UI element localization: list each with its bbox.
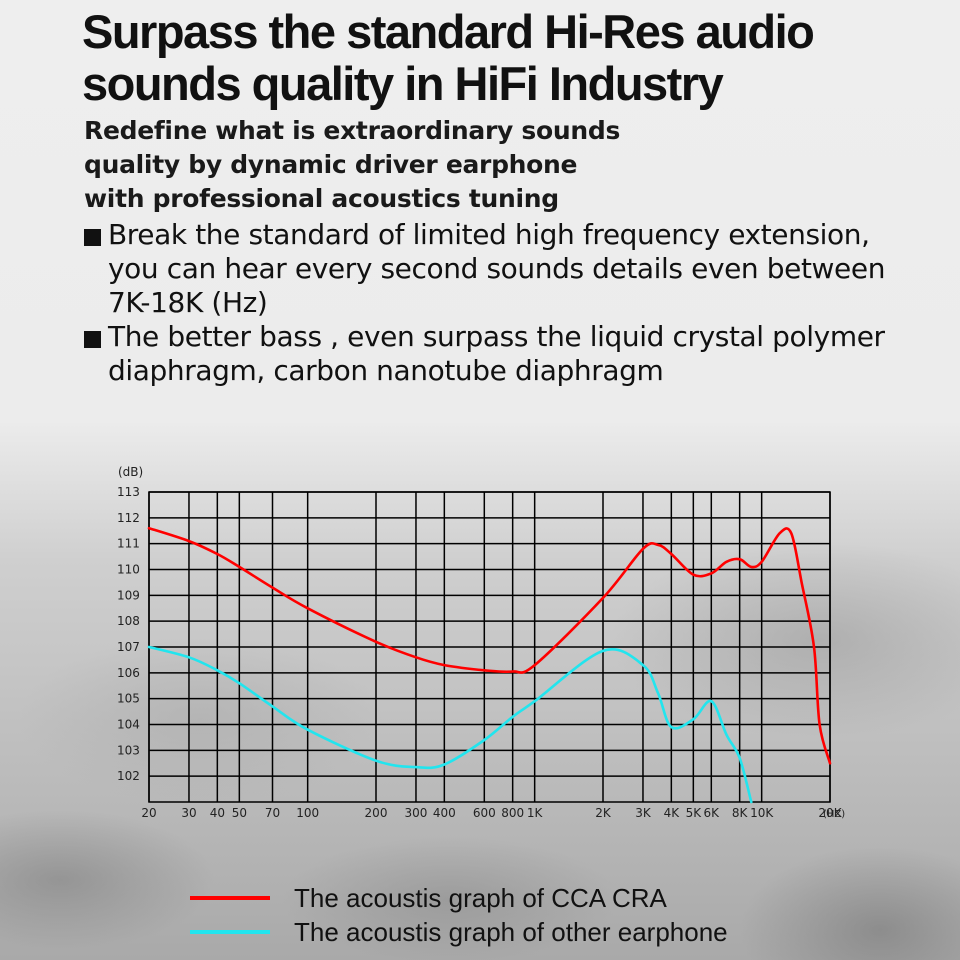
svg-text:200: 200 bbox=[365, 806, 388, 820]
subtitle-line-1: Redefine what is extraordinary sounds bbox=[84, 116, 621, 145]
y-axis-ticks: 113 112 111 110 109 108 107 106 105 104 103 102 bbox=[117, 485, 140, 783]
svg-text:103: 103 bbox=[117, 743, 140, 757]
x-axis-ticks: 20 30 40 50 70 100 200 300 400 600 800 1K 2K 3K 4K 5K 6K… bbox=[141, 806, 842, 820]
svg-text:102: 102 bbox=[117, 769, 140, 783]
svg-text:106: 106 bbox=[117, 666, 140, 680]
svg-text:5K: 5K bbox=[686, 806, 703, 820]
svg-text:70: 70 bbox=[265, 806, 280, 820]
svg-text:600: 600 bbox=[473, 806, 496, 820]
feature-text-line: Break the standard of limited high frequ… bbox=[108, 218, 870, 251]
svg-text:111: 111 bbox=[117, 537, 140, 551]
svg-text:110: 110 bbox=[117, 563, 140, 577]
svg-text:40: 40 bbox=[210, 806, 225, 820]
svg-text:30: 30 bbox=[181, 806, 196, 820]
svg-text:4K: 4K bbox=[664, 806, 681, 820]
svg-text:105: 105 bbox=[117, 692, 140, 706]
title-line-2: sounds quality in HiFi Industry bbox=[82, 57, 724, 110]
page-title: Surpass the standard Hi-Res audio sounds… bbox=[82, 5, 815, 110]
svg-text:20K: 20K bbox=[818, 806, 842, 820]
legend-label: The acoustis graph of other earphone bbox=[294, 917, 728, 947]
svg-text:8K: 8K bbox=[732, 806, 749, 820]
svg-text:300: 300 bbox=[405, 806, 428, 820]
svg-text:10K: 10K bbox=[750, 806, 774, 820]
subtitle: Redefine what is extraordinary sounds qu… bbox=[84, 114, 620, 216]
legend-cyan-line-icon bbox=[190, 930, 270, 934]
y-axis-label: (dB) bbox=[118, 465, 143, 479]
title-line-1: Surpass the standard Hi-Res audio bbox=[82, 5, 815, 58]
svg-text:113: 113 bbox=[117, 485, 140, 499]
svg-text:107: 107 bbox=[117, 640, 140, 654]
x-axis-label: (HZ) bbox=[823, 809, 845, 820]
svg-text:1K: 1K bbox=[527, 806, 544, 820]
legend-red-line-icon bbox=[190, 896, 270, 900]
legend-label: The acoustis graph of CCA CRA bbox=[294, 883, 667, 913]
feature-list: Break the standard of limited high frequ… bbox=[84, 218, 954, 388]
other-earphone-response-line bbox=[147, 645, 753, 804]
svg-text:3K: 3K bbox=[635, 806, 652, 820]
feature-text-line: 7K-18K (Hz) bbox=[108, 286, 268, 319]
svg-text:109: 109 bbox=[117, 588, 140, 602]
square-bullet-icon bbox=[84, 331, 101, 348]
square-bullet-icon bbox=[84, 229, 101, 246]
feature-text-line: diaphragm, carbon nanotube diaphragm bbox=[108, 354, 664, 387]
svg-text:400: 400 bbox=[433, 806, 456, 820]
feature-text-line: The better bass , even surpass the liqui… bbox=[108, 320, 885, 353]
svg-text:50: 50 bbox=[232, 806, 247, 820]
svg-text:20: 20 bbox=[141, 806, 156, 820]
feature-text-line: you can hear every second sounds details… bbox=[108, 252, 886, 285]
svg-text:104: 104 bbox=[117, 718, 140, 732]
svg-text:108: 108 bbox=[117, 614, 140, 628]
chart-grid bbox=[148, 491, 831, 803]
svg-text:100: 100 bbox=[296, 806, 319, 820]
svg-text:2K: 2K bbox=[595, 806, 612, 820]
cca-cra-response-line bbox=[147, 526, 832, 765]
svg-text:112: 112 bbox=[117, 511, 140, 525]
feature-item: The better bass , even surpass the liqui… bbox=[84, 320, 954, 388]
svg-text:800: 800 bbox=[501, 806, 524, 820]
svg-text:6K: 6K bbox=[704, 806, 721, 820]
feature-item: Break the standard of limited high frequ… bbox=[84, 218, 954, 320]
subtitle-line-2: quality by dynamic driver earphone bbox=[84, 150, 578, 179]
subtitle-line-3: with professional acoustics tuning bbox=[84, 184, 559, 213]
